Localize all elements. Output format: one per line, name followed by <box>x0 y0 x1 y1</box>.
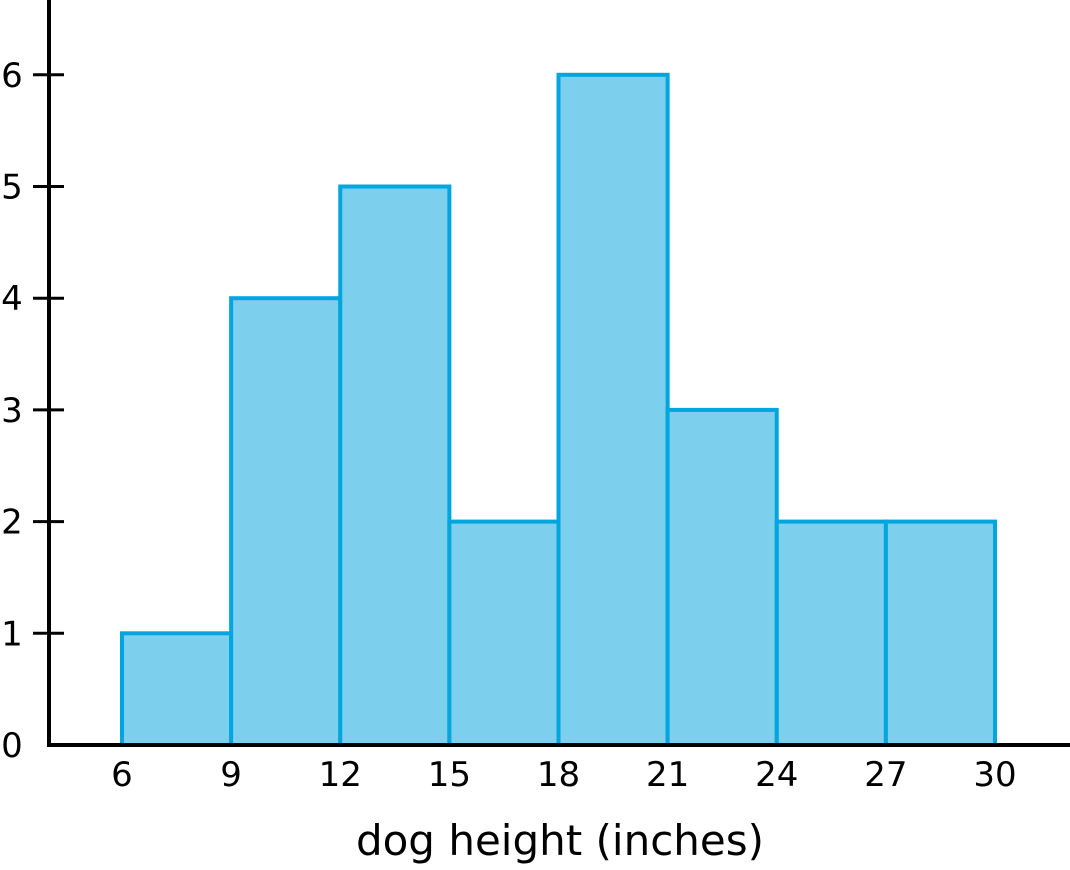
x-tick-label: 27 <box>864 755 907 795</box>
x-tick-label: 18 <box>537 755 580 795</box>
y-tick-label: 5 <box>1 168 23 208</box>
histogram-bar <box>883 519 997 747</box>
y-tick-label: 6 <box>1 56 23 96</box>
y-tick-label: 3 <box>1 391 23 431</box>
x-tick-label: 21 <box>646 755 689 795</box>
histogram-bar <box>774 519 888 747</box>
histogram-bar <box>120 631 234 747</box>
x-tick-label: 30 <box>973 755 1016 795</box>
x-axis-title: dog height (inches) <box>356 816 764 865</box>
histogram-bar <box>229 296 343 747</box>
axes <box>47 0 1070 747</box>
x-tick-label: 15 <box>428 755 471 795</box>
x-tick-label: 12 <box>319 755 362 795</box>
bars <box>120 72 997 748</box>
y-tick-label: 1 <box>1 614 23 654</box>
histogram-bar <box>556 72 670 748</box>
y-tick-label: 2 <box>1 503 23 543</box>
y-tick-label: 0 <box>1 726 23 766</box>
x-tick-label: 6 <box>111 755 133 795</box>
x-tick-label: 9 <box>220 755 242 795</box>
y-tick-label: 4 <box>1 279 23 319</box>
histogram-bar <box>338 184 452 747</box>
histogram-bar <box>447 519 561 747</box>
histogram-bar <box>665 407 779 747</box>
x-tick-label: 24 <box>755 755 798 795</box>
